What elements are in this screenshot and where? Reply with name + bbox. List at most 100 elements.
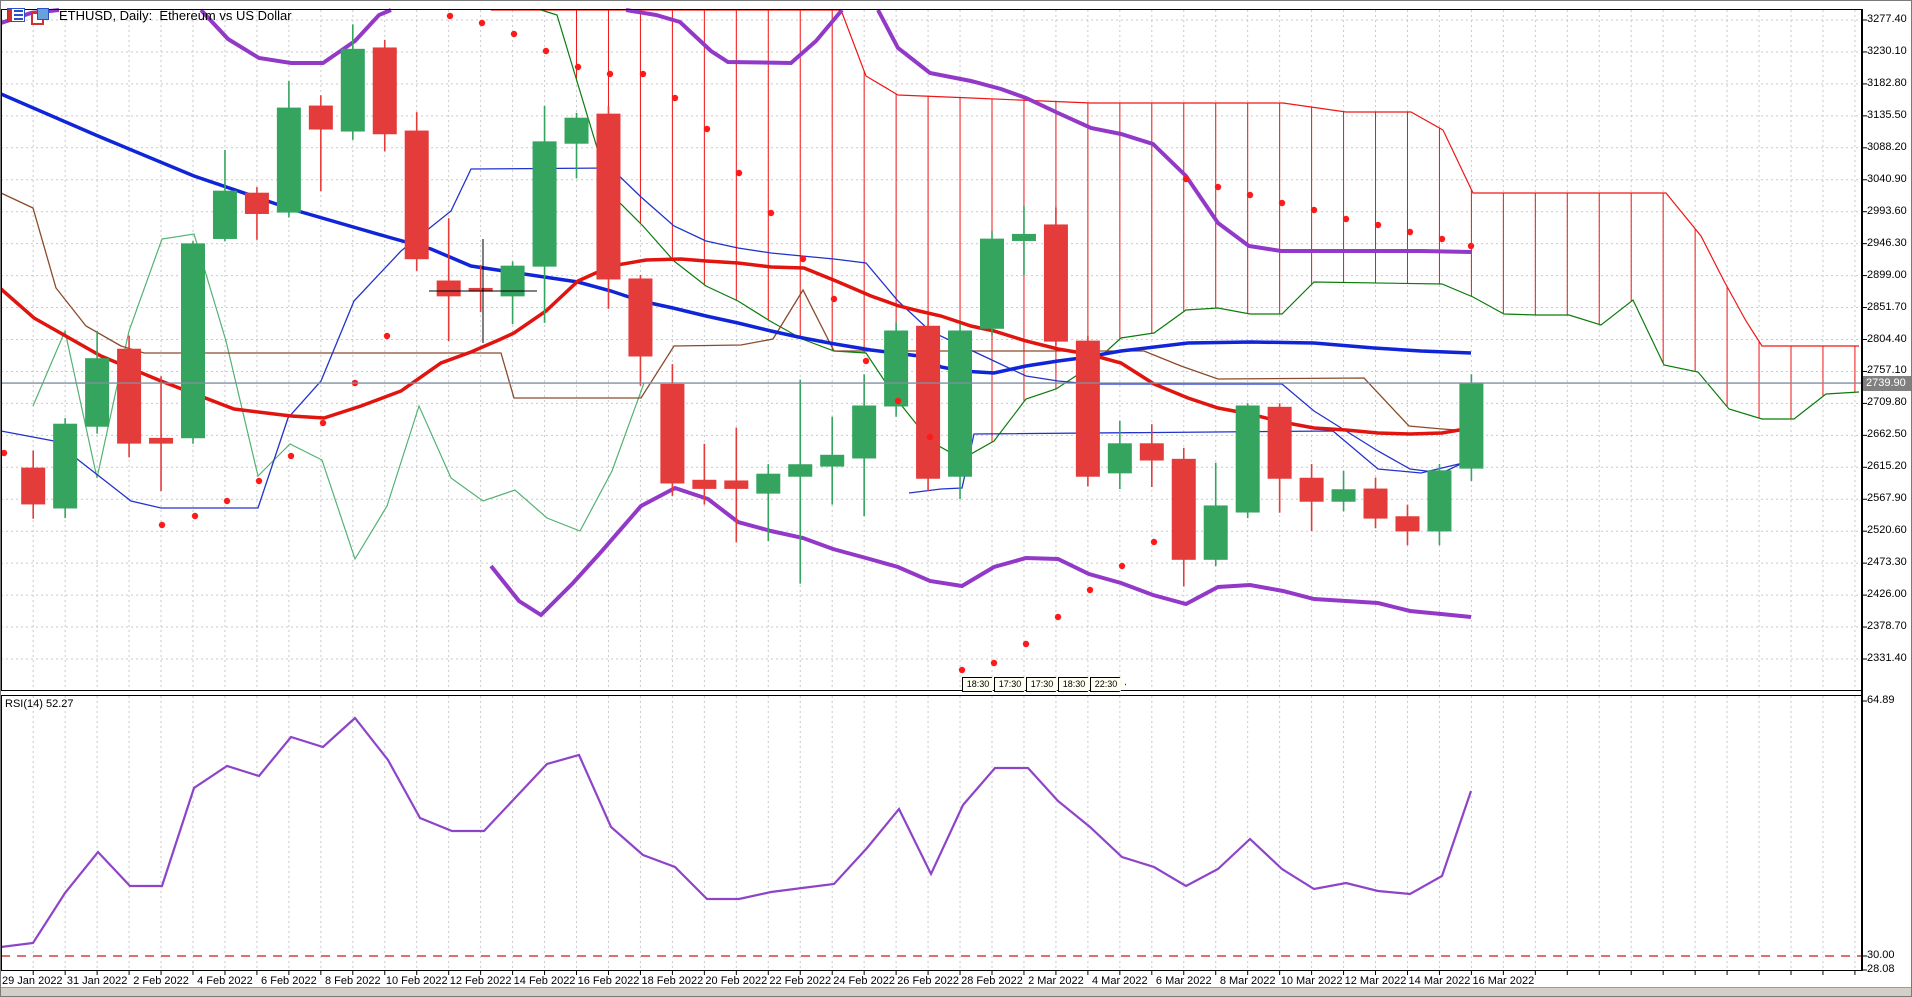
candle-13-Mar-2022 [1395, 516, 1420, 532]
date-axis-label: 16 Feb 2022 [577, 975, 640, 987]
candle-24-Feb-2022 [852, 405, 877, 459]
date-axis-label: 14 Mar 2022 [1408, 975, 1471, 987]
time-marker-badge: 18:30 [962, 677, 998, 692]
candle-4-Feb-2022 [212, 190, 237, 239]
candle-12-Mar-2022 [1363, 488, 1388, 519]
symbol-list-icon-bar [8, 9, 12, 21]
candle-8-Mar-2022 [1235, 405, 1260, 513]
candle-9-Mar-2022 [1267, 406, 1292, 479]
rsi-axis-label: 28.08 [1867, 963, 1895, 975]
candle-14-Feb-2022 [532, 141, 557, 267]
symbol-list-icon[interactable] [7, 8, 25, 22]
window-bottom-edge [1, 987, 1911, 996]
date-axis-label: 28 Feb 2022 [961, 975, 1023, 987]
price-axis-label: 3135.50 [1867, 108, 1907, 121]
time-marker-badge: 18:30 [1058, 677, 1094, 692]
date-axis-label: 4 Feb 2022 [197, 975, 253, 987]
candle-6-Mar-2022 [1171, 458, 1196, 560]
candle-27-Feb-2022 [948, 330, 973, 477]
price-axis-label: 2331.40 [1867, 652, 1907, 664]
candle-20-Feb-2022 [724, 480, 749, 489]
candle-6-Feb-2022 [276, 107, 301, 213]
rsi-axis-label: 64.89 [1867, 694, 1895, 706]
candle-21-Feb-2022 [756, 473, 781, 494]
crosshair-cursor [429, 239, 537, 343]
date-axis-label: 31 Jan 2022 [66, 975, 128, 987]
candle-14-Mar-2022 [1427, 470, 1452, 532]
candle-13-Feb-2022 [500, 265, 525, 297]
date-axis-label: 2 Mar 2022 [1028, 975, 1084, 987]
candle-11-Feb-2022 [436, 280, 461, 297]
date-axis-label: 6 Mar 2022 [1155, 975, 1212, 987]
date-axis-label: 22 Feb 2022 [769, 975, 832, 987]
price-axis-label: 2851.70 [1867, 300, 1907, 313]
candle-18-Feb-2022 [660, 383, 685, 484]
candle-4-Mar-2022 [1107, 443, 1132, 474]
price-axis-label: 3277.40 [1867, 13, 1907, 25]
price-axis-label: 2709.80 [1867, 396, 1907, 409]
candle-29-Jan-2022 [21, 467, 46, 505]
date-axis-label: 8 Mar 2022 [1219, 975, 1276, 987]
price-axis-label: 2378.70 [1867, 620, 1907, 633]
date-axis-label: 6 Feb 2022 [261, 975, 317, 987]
candle-30-Jan-2022 [53, 423, 78, 509]
candle-19-Feb-2022 [692, 479, 717, 489]
date-axis-label: 24 Feb 2022 [833, 975, 896, 987]
price-axis-label: 2757.10 [1867, 364, 1907, 377]
candle-2-Feb-2022 [149, 437, 174, 444]
chikou-span-line [32, 233, 645, 561]
price-axis-label: 2804.40 [1867, 332, 1907, 345]
thin-blue-lines [1, 167, 1472, 509]
price-axis-label: 3230.10 [1867, 44, 1907, 57]
price-axis-label: 3182.80 [1867, 76, 1907, 89]
candle-9-Feb-2022 [372, 47, 397, 135]
candle-25-Feb-2022 [884, 330, 909, 407]
rsi-indicator [1, 716, 1862, 957]
price-axis-label: 2473.30 [1867, 556, 1907, 569]
candle-10-Mar-2022 [1299, 477, 1324, 502]
date-axis-label: 12 Mar 2022 [1344, 975, 1407, 987]
chart-windows-icon[interactable] [31, 8, 49, 25]
date-axis-label: 10 Mar 2022 [1280, 975, 1343, 987]
candle-28-Feb-2022 [980, 238, 1004, 329]
price-axis-label: 2946.30 [1867, 236, 1907, 249]
candle-5-Feb-2022 [244, 192, 269, 214]
date-axis-label: 12 Feb 2022 [449, 975, 512, 987]
date-axis-label: 2 Feb 2022 [133, 975, 189, 987]
current-price-badge: 2739.90 [1863, 376, 1911, 391]
candle-15-Feb-2022 [564, 117, 589, 144]
candle-8-Feb-2022 [340, 48, 365, 132]
candle-3-Mar-2022 [1075, 340, 1100, 477]
date-axis-label: 26 Feb 2022 [897, 975, 959, 987]
blue-ma-line [1, 92, 1472, 375]
time-marker-badge: 22:30 [1090, 677, 1126, 692]
price-axis-label: 3088.20 [1867, 140, 1907, 153]
date-axis-label: 18 Feb 2022 [641, 975, 704, 987]
candle-1-Feb-2022 [117, 348, 142, 444]
chart-header: ETHUSD, Daily: Ethereum vs US Dollar [7, 6, 292, 25]
price-axis-label: 2615.20 [1867, 460, 1907, 473]
candle-7-Mar-2022 [1203, 505, 1228, 560]
price-axis-label: 2567.90 [1867, 492, 1907, 505]
date-axis-label: 4 Mar 2022 [1092, 975, 1148, 987]
price-axis-label: 2426.00 [1867, 588, 1907, 601]
rsi-axis-label: 30.00 [1867, 949, 1895, 961]
candle-22-Feb-2022 [788, 464, 813, 477]
price-axis-label: 2899.00 [1867, 268, 1907, 281]
candle-3-Feb-2022 [181, 243, 205, 439]
price-axis-label: 2520.60 [1867, 524, 1907, 537]
price-axis-label: 3040.90 [1867, 172, 1907, 185]
date-axis-label: 16 Mar 2022 [1472, 975, 1535, 987]
date-axis-label: 8 Feb 2022 [324, 975, 381, 987]
candle-17-Feb-2022 [628, 278, 653, 357]
rsi-indicator-label: RSI(14) 52.27 [5, 698, 74, 710]
candle-5-Mar-2022 [1139, 443, 1164, 461]
candle-16-Feb-2022 [596, 113, 621, 280]
parabolic-sar-dots [1, 12, 1475, 674]
candle-10-Feb-2022 [404, 130, 429, 260]
candle-1-Mar-2022 [1011, 233, 1036, 241]
candle-2-Mar-2022 [1043, 224, 1068, 342]
candle-7-Feb-2022 [308, 105, 333, 130]
time-marker-badge: 17:30 [1026, 677, 1062, 692]
